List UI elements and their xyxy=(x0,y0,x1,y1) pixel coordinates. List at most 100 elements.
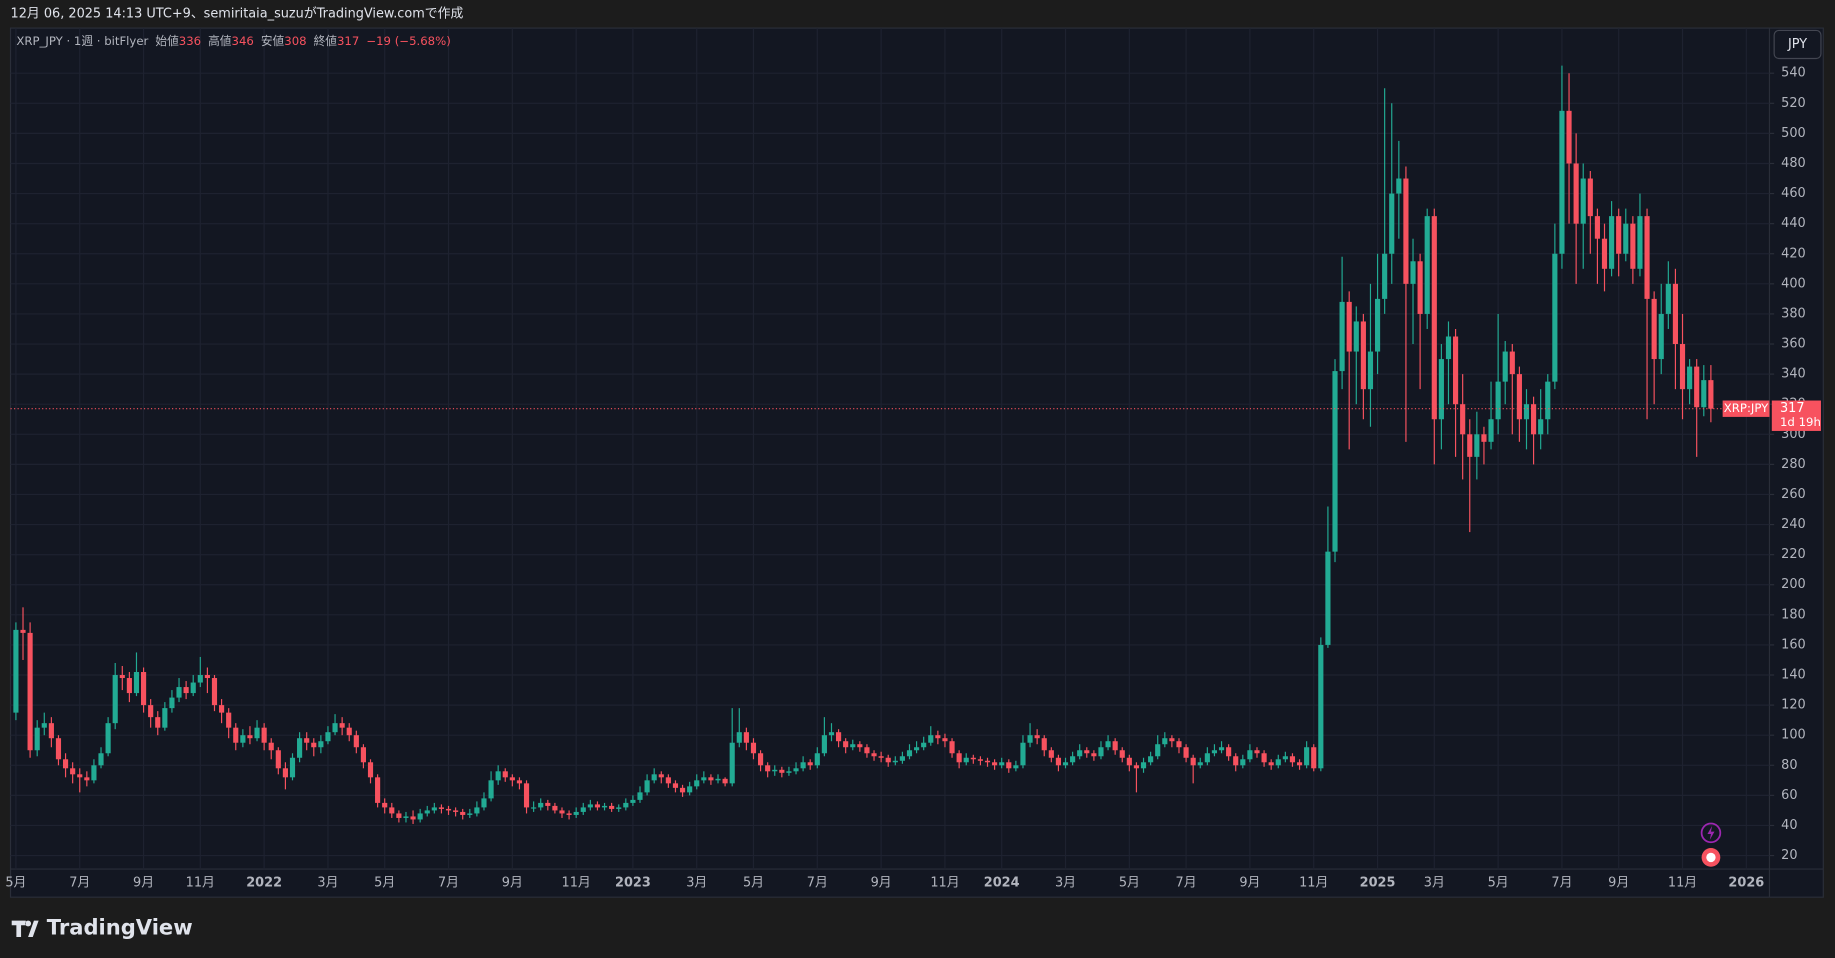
candle-body xyxy=(112,675,118,724)
candle-body xyxy=(1396,178,1402,194)
candle-body xyxy=(1552,253,1558,382)
y-tick-label: 120 xyxy=(1781,698,1806,713)
candle-body xyxy=(119,675,125,679)
currency-label[interactable]: JPY xyxy=(1787,37,1807,52)
candle-body xyxy=(1048,750,1054,758)
candle-body xyxy=(942,738,948,742)
candle-body xyxy=(1027,735,1033,743)
candle-body xyxy=(1304,747,1310,766)
candle-body xyxy=(1580,178,1586,224)
candle-body xyxy=(467,813,473,815)
alert-icon[interactable] xyxy=(1700,822,1722,844)
candle-body xyxy=(1431,216,1437,420)
candle-body xyxy=(261,727,267,743)
candle-body xyxy=(219,705,225,713)
candle-body xyxy=(552,805,558,811)
candle-body xyxy=(183,687,189,694)
candle-body xyxy=(1672,283,1678,345)
candle-body xyxy=(91,765,97,781)
y-tick-label: 540 xyxy=(1781,66,1806,81)
candle-body xyxy=(935,735,941,739)
candle-body xyxy=(1055,757,1061,766)
candle-body xyxy=(1452,336,1459,405)
candle-body xyxy=(538,802,544,808)
candle-body xyxy=(311,742,317,748)
candle-body xyxy=(1282,756,1288,760)
candle-body xyxy=(403,816,409,818)
y-tick-label: 80 xyxy=(1781,758,1797,773)
candle-body xyxy=(1013,765,1019,769)
y-tick-label: 220 xyxy=(1781,547,1806,562)
candle-body xyxy=(1204,753,1210,763)
candles xyxy=(13,65,1714,824)
candle-body xyxy=(268,742,274,751)
candle-body xyxy=(687,786,693,793)
x-tick-label: 3月 xyxy=(317,876,338,891)
candle-body xyxy=(750,742,757,754)
candle-body xyxy=(559,810,565,814)
candle-body xyxy=(332,723,338,733)
candle-body xyxy=(460,811,466,815)
candle-body xyxy=(1062,762,1069,766)
y-tick-label: 200 xyxy=(1781,577,1806,592)
candle-body xyxy=(70,768,76,775)
candle-body xyxy=(254,727,260,739)
candle-body xyxy=(1162,738,1168,745)
candle-body xyxy=(672,783,679,788)
candle-body xyxy=(1233,756,1239,766)
candle-body xyxy=(878,756,884,758)
candle-body xyxy=(949,741,955,754)
y-tick-label: 40 xyxy=(1781,818,1797,833)
y-tick-label: 180 xyxy=(1781,607,1806,622)
x-tick-label: 5月 xyxy=(5,876,26,891)
price-label-bg xyxy=(1771,400,1821,431)
candle-body xyxy=(1601,238,1608,269)
candle-body xyxy=(523,783,530,808)
candle-body xyxy=(1651,298,1657,360)
candle-body xyxy=(1119,750,1125,758)
candle-body xyxy=(1169,738,1175,742)
y-tick-label: 360 xyxy=(1781,337,1806,352)
candle-body xyxy=(1176,741,1182,748)
candle-body xyxy=(637,792,643,800)
candle-body xyxy=(807,762,813,766)
candle-body xyxy=(1516,374,1522,420)
candle-body xyxy=(509,777,515,781)
candle-body xyxy=(126,678,132,694)
candle-body xyxy=(190,682,196,694)
candle-body xyxy=(531,807,537,809)
y-tick-label: 420 xyxy=(1781,246,1806,261)
candle-body xyxy=(1296,762,1303,766)
y-tick-label: 480 xyxy=(1781,156,1806,171)
candle-body xyxy=(34,727,40,751)
candle-body xyxy=(1374,298,1381,352)
candle-body xyxy=(601,805,608,808)
candle-body xyxy=(793,768,799,772)
x-tick-label: 2023 xyxy=(615,876,651,891)
candle-body xyxy=(445,808,452,811)
candle-body xyxy=(488,780,494,799)
brand-logo: TradingView xyxy=(11,915,193,940)
candle-body xyxy=(148,705,154,718)
candle-body xyxy=(1339,301,1345,372)
candle-body xyxy=(516,780,523,784)
candle-body xyxy=(1140,762,1147,769)
legend-symbol: XRP_JPY · 1週 · bitFlyer xyxy=(16,33,148,47)
candle-body xyxy=(906,750,913,757)
candle-body xyxy=(1424,216,1430,314)
candle-body xyxy=(289,757,296,778)
candle-body xyxy=(1502,351,1508,382)
candle-body xyxy=(98,753,104,766)
candle-body xyxy=(1254,750,1260,754)
candle-body xyxy=(1630,223,1636,269)
candle-body xyxy=(282,768,288,778)
candle-body xyxy=(339,723,345,728)
candle-body xyxy=(226,712,232,728)
x-tick-label: 7月 xyxy=(1176,876,1197,891)
candle-body xyxy=(864,747,870,754)
candle-body xyxy=(828,732,835,736)
candle-body xyxy=(325,732,331,742)
currency-button[interactable] xyxy=(1773,29,1822,60)
candle-body xyxy=(722,778,728,784)
